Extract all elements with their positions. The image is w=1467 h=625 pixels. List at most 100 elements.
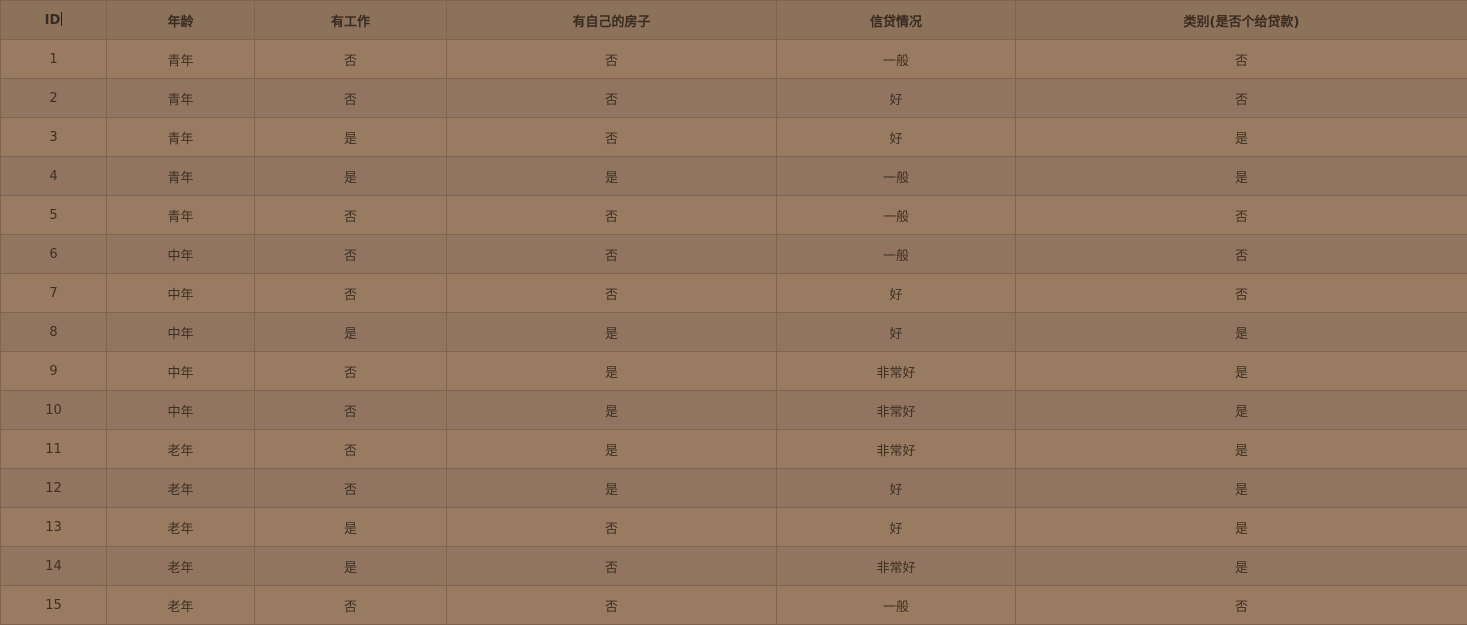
cell-has-house[interactable]: 是 <box>446 390 777 430</box>
cell-id[interactable]: 5 <box>0 195 107 235</box>
cell-age[interactable]: 老年 <box>106 507 255 547</box>
cell-class[interactable]: 是 <box>1015 117 1467 157</box>
header-has-job[interactable]: 有工作 <box>254 0 447 40</box>
cell-age[interactable]: 青年 <box>106 195 255 235</box>
cell-age[interactable]: 老年 <box>106 546 255 586</box>
cell-has-job[interactable]: 是 <box>254 312 447 352</box>
cell-credit[interactable]: 好 <box>776 273 1016 313</box>
cell-age[interactable]: 青年 <box>106 117 255 157</box>
cell-class[interactable]: 否 <box>1015 39 1467 79</box>
cell-credit[interactable]: 一般 <box>776 234 1016 274</box>
cell-id[interactable]: 14 <box>0 546 107 586</box>
table-row[interactable]: 4 青年是是一般是 <box>0 156 1467 196</box>
table-row[interactable]: 13 老年是否好是 <box>0 507 1467 547</box>
cell-id[interactable]: 4 <box>0 156 107 196</box>
cell-credit[interactable]: 好 <box>776 78 1016 118</box>
cell-credit[interactable]: 非常好 <box>776 390 1016 430</box>
cell-has-job[interactable]: 是 <box>254 507 447 547</box>
cell-age[interactable]: 中年 <box>106 351 255 391</box>
cell-age[interactable]: 青年 <box>106 39 255 79</box>
cell-id[interactable]: 6 <box>0 234 107 274</box>
table-row[interactable]: 10 中年否是非常好是 <box>0 390 1467 430</box>
cell-has-job[interactable]: 是 <box>254 117 447 157</box>
cell-age[interactable]: 老年 <box>106 585 255 625</box>
cell-credit[interactable]: 非常好 <box>776 429 1016 469</box>
cell-id[interactable]: 12 <box>0 468 107 508</box>
cell-credit[interactable]: 好 <box>776 468 1016 508</box>
cell-has-house[interactable]: 否 <box>446 195 777 235</box>
cell-has-house[interactable]: 否 <box>446 78 777 118</box>
table-row[interactable]: 3 青年是否好是 <box>0 117 1467 157</box>
cell-credit[interactable]: 好 <box>776 312 1016 352</box>
table-row[interactable]: 7 中年否否好否 <box>0 273 1467 313</box>
header-credit[interactable]: 信贷情况 <box>776 0 1016 40</box>
cell-id[interactable]: 9 <box>0 351 107 391</box>
table-row[interactable]: 12 老年否是好是 <box>0 468 1467 508</box>
table-row[interactable]: 5 青年否否一般否 <box>0 195 1467 235</box>
cell-credit[interactable]: 一般 <box>776 585 1016 625</box>
header-age[interactable]: 年龄 <box>106 0 255 40</box>
cell-class[interactable]: 是 <box>1015 351 1467 391</box>
cell-has-job[interactable]: 否 <box>254 468 447 508</box>
cell-has-house[interactable]: 否 <box>446 273 777 313</box>
cell-age[interactable]: 老年 <box>106 468 255 508</box>
cell-id[interactable]: 15 <box>0 585 107 625</box>
cell-has-job[interactable]: 否 <box>254 351 447 391</box>
cell-has-job[interactable]: 否 <box>254 195 447 235</box>
cell-has-house[interactable]: 否 <box>446 39 777 79</box>
cell-class[interactable]: 否 <box>1015 195 1467 235</box>
table-row[interactable]: 6 中年否否一般否 <box>0 234 1467 274</box>
cell-class[interactable]: 是 <box>1015 429 1467 469</box>
cell-credit[interactable]: 一般 <box>776 195 1016 235</box>
cell-credit[interactable]: 好 <box>776 117 1016 157</box>
table-row[interactable]: 2 青年否否好否 <box>0 78 1467 118</box>
table-row[interactable]: 14 老年是否非常好是 <box>0 546 1467 586</box>
cell-credit[interactable]: 非常好 <box>776 351 1016 391</box>
cell-id[interactable]: 1 <box>0 39 107 79</box>
cell-age[interactable]: 青年 <box>106 156 255 196</box>
cell-has-job[interactable]: 否 <box>254 390 447 430</box>
cell-class[interactable]: 是 <box>1015 507 1467 547</box>
cell-has-house[interactable]: 是 <box>446 429 777 469</box>
cell-class[interactable]: 是 <box>1015 546 1467 586</box>
cell-has-house[interactable]: 否 <box>446 546 777 586</box>
cell-has-job[interactable]: 否 <box>254 78 447 118</box>
header-id[interactable]: ID <box>0 0 107 40</box>
cell-has-job[interactable]: 是 <box>254 156 447 196</box>
cell-class[interactable]: 否 <box>1015 234 1467 274</box>
cell-class[interactable]: 是 <box>1015 156 1467 196</box>
cell-age[interactable]: 中年 <box>106 234 255 274</box>
cell-id[interactable]: 7 <box>0 273 107 313</box>
cell-has-job[interactable]: 否 <box>254 39 447 79</box>
cell-has-house[interactable]: 是 <box>446 156 777 196</box>
cell-has-house[interactable]: 否 <box>446 585 777 625</box>
cell-class[interactable]: 是 <box>1015 468 1467 508</box>
table-row[interactable]: 8 中年是是好是 <box>0 312 1467 352</box>
cell-has-job[interactable]: 否 <box>254 273 447 313</box>
table-row[interactable]: 1 青年否否一般否 <box>0 39 1467 79</box>
cell-has-house[interactable]: 否 <box>446 117 777 157</box>
header-class[interactable]: 类别(是否个给贷款) <box>1015 0 1467 40</box>
cell-has-job[interactable]: 否 <box>254 585 447 625</box>
table-row[interactable]: 11 老年否是非常好是 <box>0 429 1467 469</box>
cell-has-house[interactable]: 是 <box>446 351 777 391</box>
cell-class[interactable]: 是 <box>1015 312 1467 352</box>
cell-has-house[interactable]: 否 <box>446 234 777 274</box>
cell-has-house[interactable]: 是 <box>446 312 777 352</box>
cell-id[interactable]: 3 <box>0 117 107 157</box>
cell-has-job[interactable]: 否 <box>254 429 447 469</box>
cell-has-job[interactable]: 是 <box>254 546 447 586</box>
cell-has-house[interactable]: 是 <box>446 468 777 508</box>
cell-credit[interactable]: 非常好 <box>776 546 1016 586</box>
cell-class[interactable]: 否 <box>1015 585 1467 625</box>
cell-id[interactable]: 13 <box>0 507 107 547</box>
cell-credit[interactable]: 好 <box>776 507 1016 547</box>
table-row[interactable]: 9 中年否是非常好是 <box>0 351 1467 391</box>
cell-age[interactable]: 老年 <box>106 429 255 469</box>
cell-id[interactable]: 10 <box>0 390 107 430</box>
cell-age[interactable]: 中年 <box>106 390 255 430</box>
cell-age[interactable]: 青年 <box>106 78 255 118</box>
cell-has-job[interactable]: 否 <box>254 234 447 274</box>
cell-age[interactable]: 中年 <box>106 273 255 313</box>
cell-class[interactable]: 是 <box>1015 390 1467 430</box>
